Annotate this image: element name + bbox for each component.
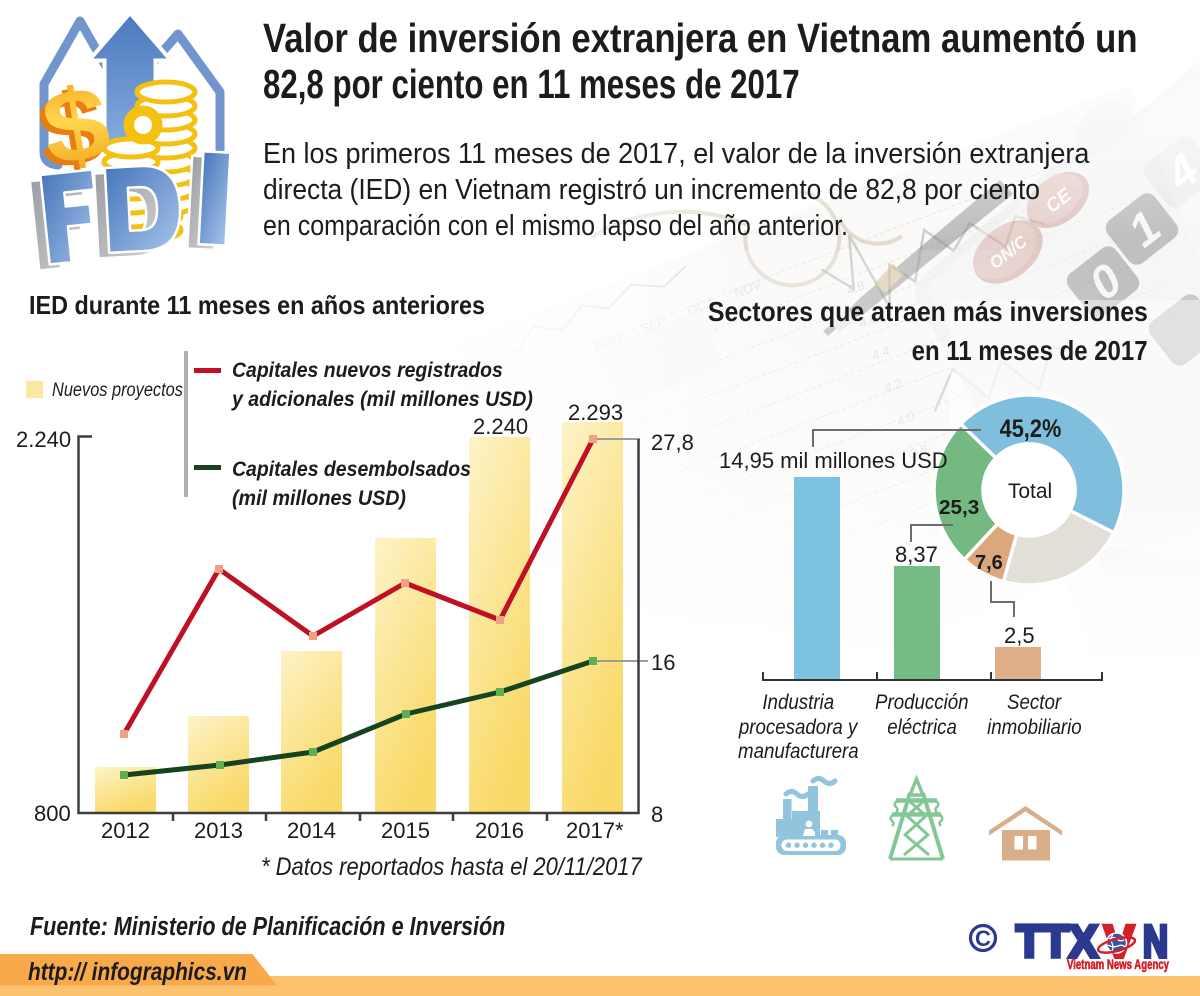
svg-text:Vietnam News Agency: Vietnam News Agency bbox=[1067, 957, 1169, 972]
svg-text:TTX: TTX bbox=[1016, 916, 1098, 967]
svg-text:N: N bbox=[1143, 916, 1168, 967]
svg-text:C: C bbox=[975, 926, 991, 951]
